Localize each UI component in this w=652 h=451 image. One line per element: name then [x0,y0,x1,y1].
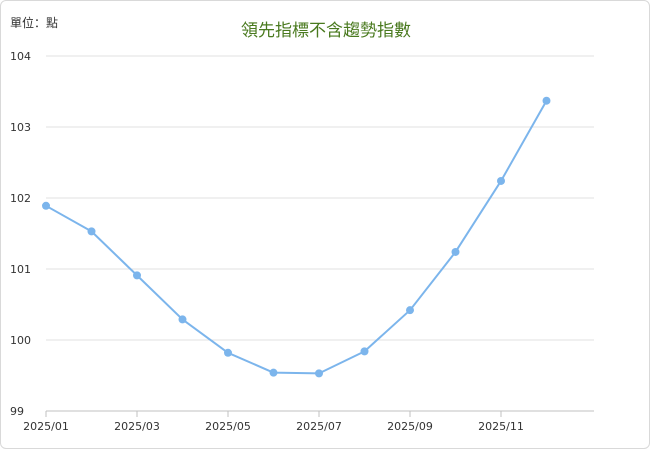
x-tick-label: 2025/09 [387,420,433,433]
data-point[interactable] [178,315,187,324]
data-point[interactable] [269,368,278,377]
data-point[interactable] [42,201,50,210]
data-point[interactable] [224,348,232,357]
y-tick-label: 104 [10,50,31,63]
grid-lines [46,55,594,341]
y-axis-labels: 99 100 101 102 103 104 [10,50,31,418]
axes [45,410,594,417]
y-tick-label: 103 [10,121,31,134]
x-tick-label: 2025/03 [114,420,160,433]
x-tick-label: 2025/05 [205,420,251,433]
y-tick-label: 101 [10,263,31,276]
chart-title: 領先指標不含趨勢指數 [241,21,411,41]
y-tick-label: 100 [10,334,31,347]
data-point[interactable] [451,247,460,256]
y-tick-label: 102 [10,192,31,205]
data-point[interactable] [87,227,96,236]
x-tick-label: 2025/11 [478,420,524,433]
series-line [45,100,548,375]
x-tick-label: 2025/01 [23,420,69,433]
x-axis-labels: 2025/01 2025/03 2025/05 2025/07 2025/09 2025/… [23,420,524,433]
data-point[interactable] [360,347,369,356]
data-point[interactable] [133,271,141,280]
data-point[interactable] [406,306,414,315]
y-tick-label: 99 [10,405,24,418]
unit-label: 單位：點 [10,16,59,30]
x-tick-label: 2025/07 [296,420,342,433]
data-point[interactable] [542,96,551,105]
data-point[interactable] [497,176,505,185]
series-group [42,96,551,378]
data-point[interactable] [315,369,323,378]
